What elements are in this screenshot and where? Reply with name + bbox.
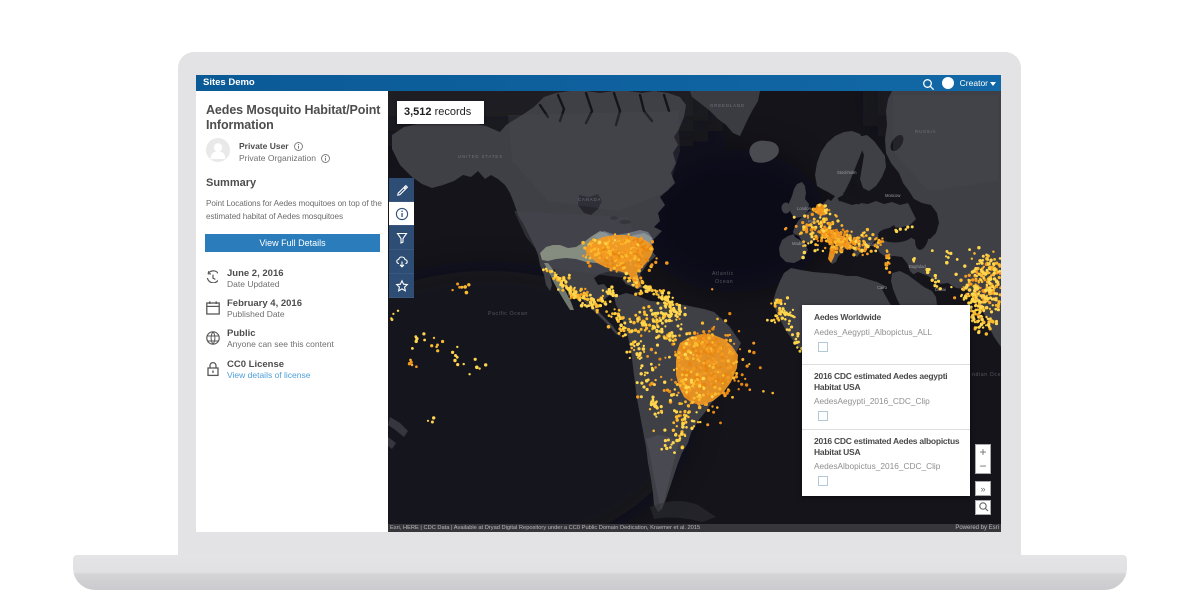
svg-text:RUSSIA: RUSSIA <box>915 129 936 134</box>
svg-text:CANADA: CANADA <box>578 197 601 202</box>
svg-text:Madrid: Madrid <box>792 241 805 246</box>
svg-text:Baghdad: Baghdad <box>909 264 926 269</box>
svg-text:Stockholm: Stockholm <box>837 170 857 175</box>
svg-text:Moscow: Moscow <box>885 193 901 198</box>
svg-text:Paris: Paris <box>808 219 818 224</box>
svg-text:Ocean: Ocean <box>715 279 733 285</box>
svg-text:Atlantic: Atlantic <box>712 271 734 277</box>
svg-text:London: London <box>797 206 812 211</box>
svg-text:GREENLAND: GREENLAND <box>710 103 745 108</box>
svg-text:Istanbul: Istanbul <box>866 242 881 247</box>
svg-text:Pacific Ocean: Pacific Ocean <box>488 311 528 317</box>
svg-text:UNITED STATES: UNITED STATES <box>458 154 503 159</box>
svg-text:ndian Oce: ndian Oce <box>972 372 1001 378</box>
svg-text:Cairo: Cairo <box>877 285 888 290</box>
